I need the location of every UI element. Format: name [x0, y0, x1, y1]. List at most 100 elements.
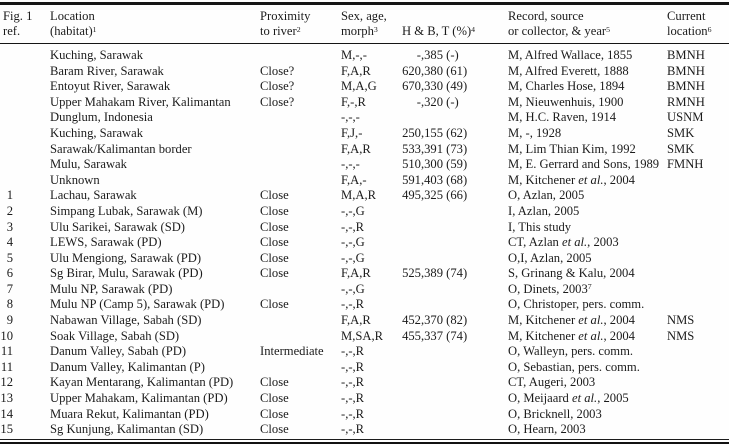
cell-proximity: Close: [260, 188, 289, 203]
cell-hb: [402, 344, 508, 360]
cell-ref: [0, 157, 50, 173]
table-row: 15 Sg Kunjung, Kalimantan (SD) Close -,-,R O…: [0, 422, 729, 438]
cell-proximity: Close?: [260, 63, 295, 78]
table-row: 11 Danum Valley, Kalimantan (P) -,-,R O, Se…: [0, 360, 729, 376]
cell-proximity: Close: [260, 297, 289, 312]
table-row: Entoyut River, Sarawak Close? M,A,G 670,330…: [0, 79, 729, 95]
cell-record: I, Azlan, 2005: [508, 203, 580, 218]
column-header-current: Current location6: [667, 4, 729, 44]
cell-current: [667, 173, 729, 189]
table-row: 13 Upper Mahakam, Kalimantan (PD) Close -,-…: [0, 391, 729, 407]
table-row: 7 Mulu NP, Sarawak (PD) -,-,G O, Dinets, 20…: [0, 282, 729, 298]
table-row: Kuching, Sarawak F,J,- 250,155 (62) M, -, 1…: [0, 126, 729, 142]
table-row: 5 Ulu Mengiong, Sarawak (PD) Close -,-,G O,I…: [0, 251, 729, 267]
cell-location: Upper Mahakam, Kalimantan (PD): [50, 391, 228, 406]
cell-current: [667, 375, 729, 391]
cell-hb: [402, 251, 508, 267]
cell-sex: -,-,R: [341, 297, 365, 312]
cell-hb: 510,300 (59): [402, 157, 468, 172]
cell-record: M, Kitchener et al., 2004: [508, 172, 635, 187]
cell-record: O, Bricknell, 2003: [508, 406, 602, 421]
table-row: 4 LEWS, Sarawak (PD) Close -,-,G CT, Azlan e…: [0, 235, 729, 251]
cell-ref: 11: [0, 359, 13, 374]
cell-location: Soak Village, Sabah (SD): [50, 328, 180, 343]
cell-location: Ulu Sarikei, Sarawak (SD): [50, 219, 186, 234]
cell-hb: 670,330 (49): [402, 79, 468, 94]
cell-hb: 495,325 (66): [402, 188, 468, 203]
cell-hb: 620,380 (61): [402, 63, 468, 78]
cell-sex: F,A,-: [341, 172, 367, 187]
cell-ref: 4: [6, 235, 13, 250]
cell-hb: [402, 360, 508, 376]
cell-ref: 5: [6, 250, 13, 265]
cell-proximity: Close: [260, 250, 289, 265]
cell-proximity: [260, 43, 341, 63]
cell-sex: -,-,-: [341, 110, 360, 125]
cell-hb: -,385 (-): [416, 47, 459, 62]
cell-ref: [0, 173, 50, 189]
cell-current: [667, 251, 729, 267]
cell-ref: 10: [0, 328, 13, 343]
cell-record: M, Kitchener et al., 2004: [508, 328, 635, 343]
table-bottom-rule-thick: [0, 441, 729, 445]
cell-location: Nabawan Village, Sabah (SD): [50, 313, 202, 328]
cell-hb: 591,403 (68): [402, 172, 468, 187]
cell-record: M, Alfred Wallace, 1855: [508, 47, 633, 62]
cell-location: Entoyut River, Sarawak: [50, 79, 171, 94]
cell-current: SMK: [667, 125, 695, 140]
cell-proximity: Intermediate: [260, 344, 324, 359]
cell-ref: 12: [0, 375, 13, 390]
cell-hb: [402, 407, 508, 423]
cell-current: [667, 422, 729, 438]
table-row: 10 Soak Village, Sabah (SD) M,SA,R 455,337 …: [0, 329, 729, 345]
cell-ref: 15: [0, 422, 13, 437]
cell-location: Kuching, Sarawak: [50, 47, 144, 62]
cell-hb: [402, 422, 508, 438]
cell-proximity: [260, 110, 341, 126]
cell-ref: [0, 79, 50, 95]
cell-current: FMNH: [667, 157, 704, 172]
cell-current: [667, 204, 729, 220]
table-row: Sarawak/Kalimantan border F,A,R 533,391 (7…: [0, 142, 729, 158]
cell-record: M, H.C. Raven, 1914: [508, 110, 617, 125]
cell-sex: F,A,R: [341, 63, 371, 78]
table-row: Baram River, Sarawak Close? F,A,R 620,380 (…: [0, 64, 729, 80]
cell-current: USNM: [667, 110, 704, 125]
specimen-records-table: Fig. 1 ref. Location (habitat)1 Proximity to …: [0, 4, 729, 438]
cell-current: [667, 297, 729, 313]
cell-current: NMS: [667, 328, 695, 343]
cell-proximity: [260, 282, 341, 298]
cell-location: Upper Mahakam River, Kalimantan: [50, 94, 231, 109]
cell-sex: -,-,R: [341, 391, 365, 406]
cell-current: [667, 344, 729, 360]
cell-record: M, -, 1928: [508, 125, 562, 140]
cell-record: O, Walleyn, pers. comm.: [508, 344, 634, 359]
cell-sex: -,-,G: [341, 250, 365, 265]
cell-current: [667, 188, 729, 204]
table-row: Dunglum, Indonesia -,-,- M, H.C. Raven, 19…: [0, 110, 729, 126]
cell-location: Baram River, Sarawak: [50, 63, 164, 78]
cell-sex: F,A,R: [341, 141, 371, 156]
cell-proximity: [260, 173, 341, 189]
cell-record: CT, Augeri, 2003: [508, 375, 596, 390]
cell-ref: 6: [6, 266, 13, 281]
cell-hb: [402, 220, 508, 236]
cell-ref: 11: [0, 344, 13, 359]
table-row: 6 Sg Birar, Mulu, Sarawak (PD) Close F,A,R 5…: [0, 266, 729, 282]
cell-proximity: [260, 329, 341, 345]
cell-record: M, Lim Thian Kim, 1992: [508, 141, 636, 156]
cell-ref: 2: [6, 203, 13, 218]
cell-ref: 1: [6, 188, 13, 203]
cell-current: BMNH: [667, 79, 705, 94]
cell-proximity: Close: [260, 391, 289, 406]
cell-record: M, Alfred Everett, 1888: [508, 63, 629, 78]
cell-current: [667, 407, 729, 423]
column-header-sex: Sex, age, morph3: [341, 4, 402, 44]
cell-ref: [0, 110, 50, 126]
cell-location: Mulu NP (Camp 5), Sarawak (PD): [50, 297, 225, 312]
cell-proximity: Close: [260, 219, 289, 234]
cell-ref: [0, 126, 50, 142]
cell-proximity: Close: [260, 203, 289, 218]
cell-location: Mulu, Sarawak: [50, 157, 127, 172]
cell-sex: -,-,G: [341, 235, 365, 250]
